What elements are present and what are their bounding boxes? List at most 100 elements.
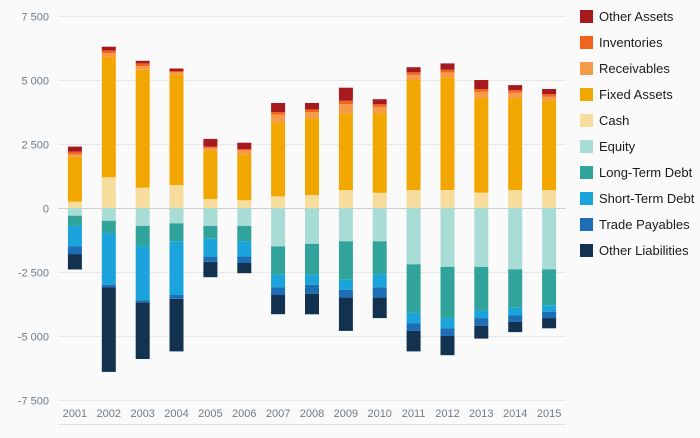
legend-item-equity[interactable]: Equity [580, 139, 636, 154]
bar-2011-receivables[interactable] [406, 74, 421, 80]
bar-2001-inventories[interactable] [67, 151, 82, 155]
bar-2003-trade-payables[interactable] [135, 300, 150, 303]
bar-2004-equity[interactable] [169, 208, 184, 224]
bar-2003-receivables[interactable] [135, 65, 150, 70]
bar-2008-trade-payables[interactable] [305, 284, 319, 294]
bar-2002-short-term-debt[interactable] [101, 233, 116, 285]
bar-2004-other-assets[interactable] [169, 68, 184, 72]
legend-item-other-assets[interactable]: Other Assets [580, 9, 674, 24]
bar-2014-short-term-debt[interactable] [508, 307, 523, 316]
bar-2007-long-term-debt[interactable] [271, 246, 286, 275]
bar-2006-receivables[interactable] [237, 150, 252, 155]
bar-2015-receivables[interactable] [542, 96, 557, 101]
bar-2007-fixed-assets[interactable] [271, 122, 286, 197]
bar-2005-inventories[interactable] [203, 146, 218, 148]
bar-2011-inventories[interactable] [406, 72, 421, 75]
bar-2001-cash[interactable] [67, 201, 82, 208]
bar-2014-other-liabilities[interactable] [508, 321, 523, 333]
bar-2003-inventories[interactable] [135, 63, 150, 66]
bar-2004-fixed-assets[interactable] [169, 74, 184, 185]
bar-2005-equity[interactable] [203, 208, 218, 226]
bar-2015-other-liabilities[interactable] [542, 318, 557, 329]
bar-2013-cash[interactable] [474, 192, 489, 208]
bar-2006-other-liabilities[interactable] [237, 263, 252, 274]
bar-2007-equity[interactable] [271, 208, 286, 247]
bar-2001-long-term-debt[interactable] [67, 215, 82, 226]
bar-2014-other-assets[interactable] [508, 85, 523, 91]
bar-2008-long-term-debt[interactable] [305, 243, 319, 275]
bar-2001-other-assets[interactable] [67, 146, 82, 152]
legend-item-short-term-debt[interactable]: Short-Term Debt [580, 191, 695, 206]
bar-2012-long-term-debt[interactable] [440, 266, 455, 319]
bar-2015-equity[interactable] [542, 208, 557, 270]
bar-2004-short-term-debt[interactable] [169, 241, 184, 296]
bar-2007-other-liabilities[interactable] [271, 295, 286, 315]
bar-2015-trade-payables[interactable] [542, 311, 557, 319]
bar-2012-other-assets[interactable] [440, 63, 455, 70]
bar-2012-short-term-debt[interactable] [440, 318, 455, 329]
bar-2010-other-liabilities[interactable] [372, 297, 387, 319]
bar-2007-trade-payables[interactable] [271, 287, 286, 296]
bar-2005-short-term-debt[interactable] [203, 238, 218, 257]
bar-2008-short-term-debt[interactable] [305, 274, 319, 285]
bar-2011-cash[interactable] [406, 190, 421, 208]
legend-item-long-term-debt[interactable]: Long-Term Debt [580, 165, 693, 180]
bar-2010-equity[interactable] [372, 208, 387, 242]
bar-2005-fixed-assets[interactable] [203, 150, 218, 199]
bar-2010-other-assets[interactable] [372, 99, 387, 105]
bar-2011-long-term-debt[interactable] [406, 264, 421, 313]
bar-2010-short-term-debt[interactable] [372, 274, 387, 288]
bar-2006-equity[interactable] [237, 208, 252, 226]
bar-2003-cash[interactable] [135, 187, 150, 209]
bar-2005-trade-payables[interactable] [203, 256, 218, 262]
bar-2002-inventories[interactable] [101, 50, 116, 54]
bar-2011-other-liabilities[interactable] [406, 330, 421, 352]
bar-2004-long-term-debt[interactable] [169, 223, 184, 242]
bar-2004-cash[interactable] [169, 185, 184, 208]
bar-2006-inventories[interactable] [237, 149, 252, 151]
bar-2008-receivables[interactable] [305, 112, 319, 119]
bar-2005-cash[interactable] [203, 199, 218, 208]
bar-2013-short-term-debt[interactable] [474, 310, 489, 319]
bar-2004-receivables[interactable] [169, 72, 184, 75]
bar-2015-short-term-debt[interactable] [542, 305, 557, 312]
bar-2014-equity[interactable] [508, 208, 523, 270]
bar-2011-equity[interactable] [406, 208, 421, 265]
bar-2007-receivables[interactable] [271, 114, 286, 123]
bar-2005-receivables[interactable] [203, 147, 218, 151]
bar-2005-other-assets[interactable] [203, 138, 218, 147]
bar-2008-inventories[interactable] [305, 109, 319, 112]
bar-2006-short-term-debt[interactable] [237, 241, 252, 257]
bar-2007-other-assets[interactable] [271, 103, 286, 112]
bar-2003-other-assets[interactable] [135, 60, 150, 64]
bar-2010-receivables[interactable] [372, 106, 387, 114]
bar-2009-trade-payables[interactable] [338, 289, 353, 298]
bar-2012-fixed-assets[interactable] [440, 77, 455, 190]
bar-2009-equity[interactable] [338, 208, 353, 242]
bar-2003-other-liabilities[interactable] [135, 302, 150, 359]
bar-2012-other-liabilities[interactable] [440, 336, 455, 356]
bar-2015-inventories[interactable] [542, 94, 557, 97]
bar-2004-trade-payables[interactable] [169, 295, 184, 299]
bar-2013-fixed-assets[interactable] [474, 97, 489, 193]
bar-2011-trade-payables[interactable] [406, 323, 421, 331]
bar-2009-cash[interactable] [338, 190, 353, 208]
bar-2014-inventories[interactable] [508, 90, 523, 93]
bar-2008-equity[interactable] [305, 208, 319, 244]
bar-2010-trade-payables[interactable] [372, 287, 387, 298]
bar-2001-trade-payables[interactable] [67, 246, 82, 255]
bar-2015-fixed-assets[interactable] [542, 100, 557, 191]
legend-item-cash[interactable]: Cash [580, 113, 629, 128]
legend-item-fixed-assets[interactable]: Fixed Assets [580, 87, 673, 102]
bar-2013-other-liabilities[interactable] [474, 325, 489, 339]
bar-2005-other-liabilities[interactable] [203, 261, 218, 278]
bar-2015-cash[interactable] [542, 190, 557, 208]
bar-2009-other-assets[interactable] [338, 87, 353, 101]
bar-2001-fixed-assets[interactable] [67, 156, 82, 202]
bar-2011-short-term-debt[interactable] [406, 313, 421, 324]
bar-2007-cash[interactable] [271, 196, 286, 209]
bar-2008-cash[interactable] [305, 195, 319, 208]
bar-2009-receivables[interactable] [338, 104, 353, 114]
bar-2013-receivables[interactable] [474, 91, 489, 98]
bar-2013-long-term-debt[interactable] [474, 266, 489, 311]
